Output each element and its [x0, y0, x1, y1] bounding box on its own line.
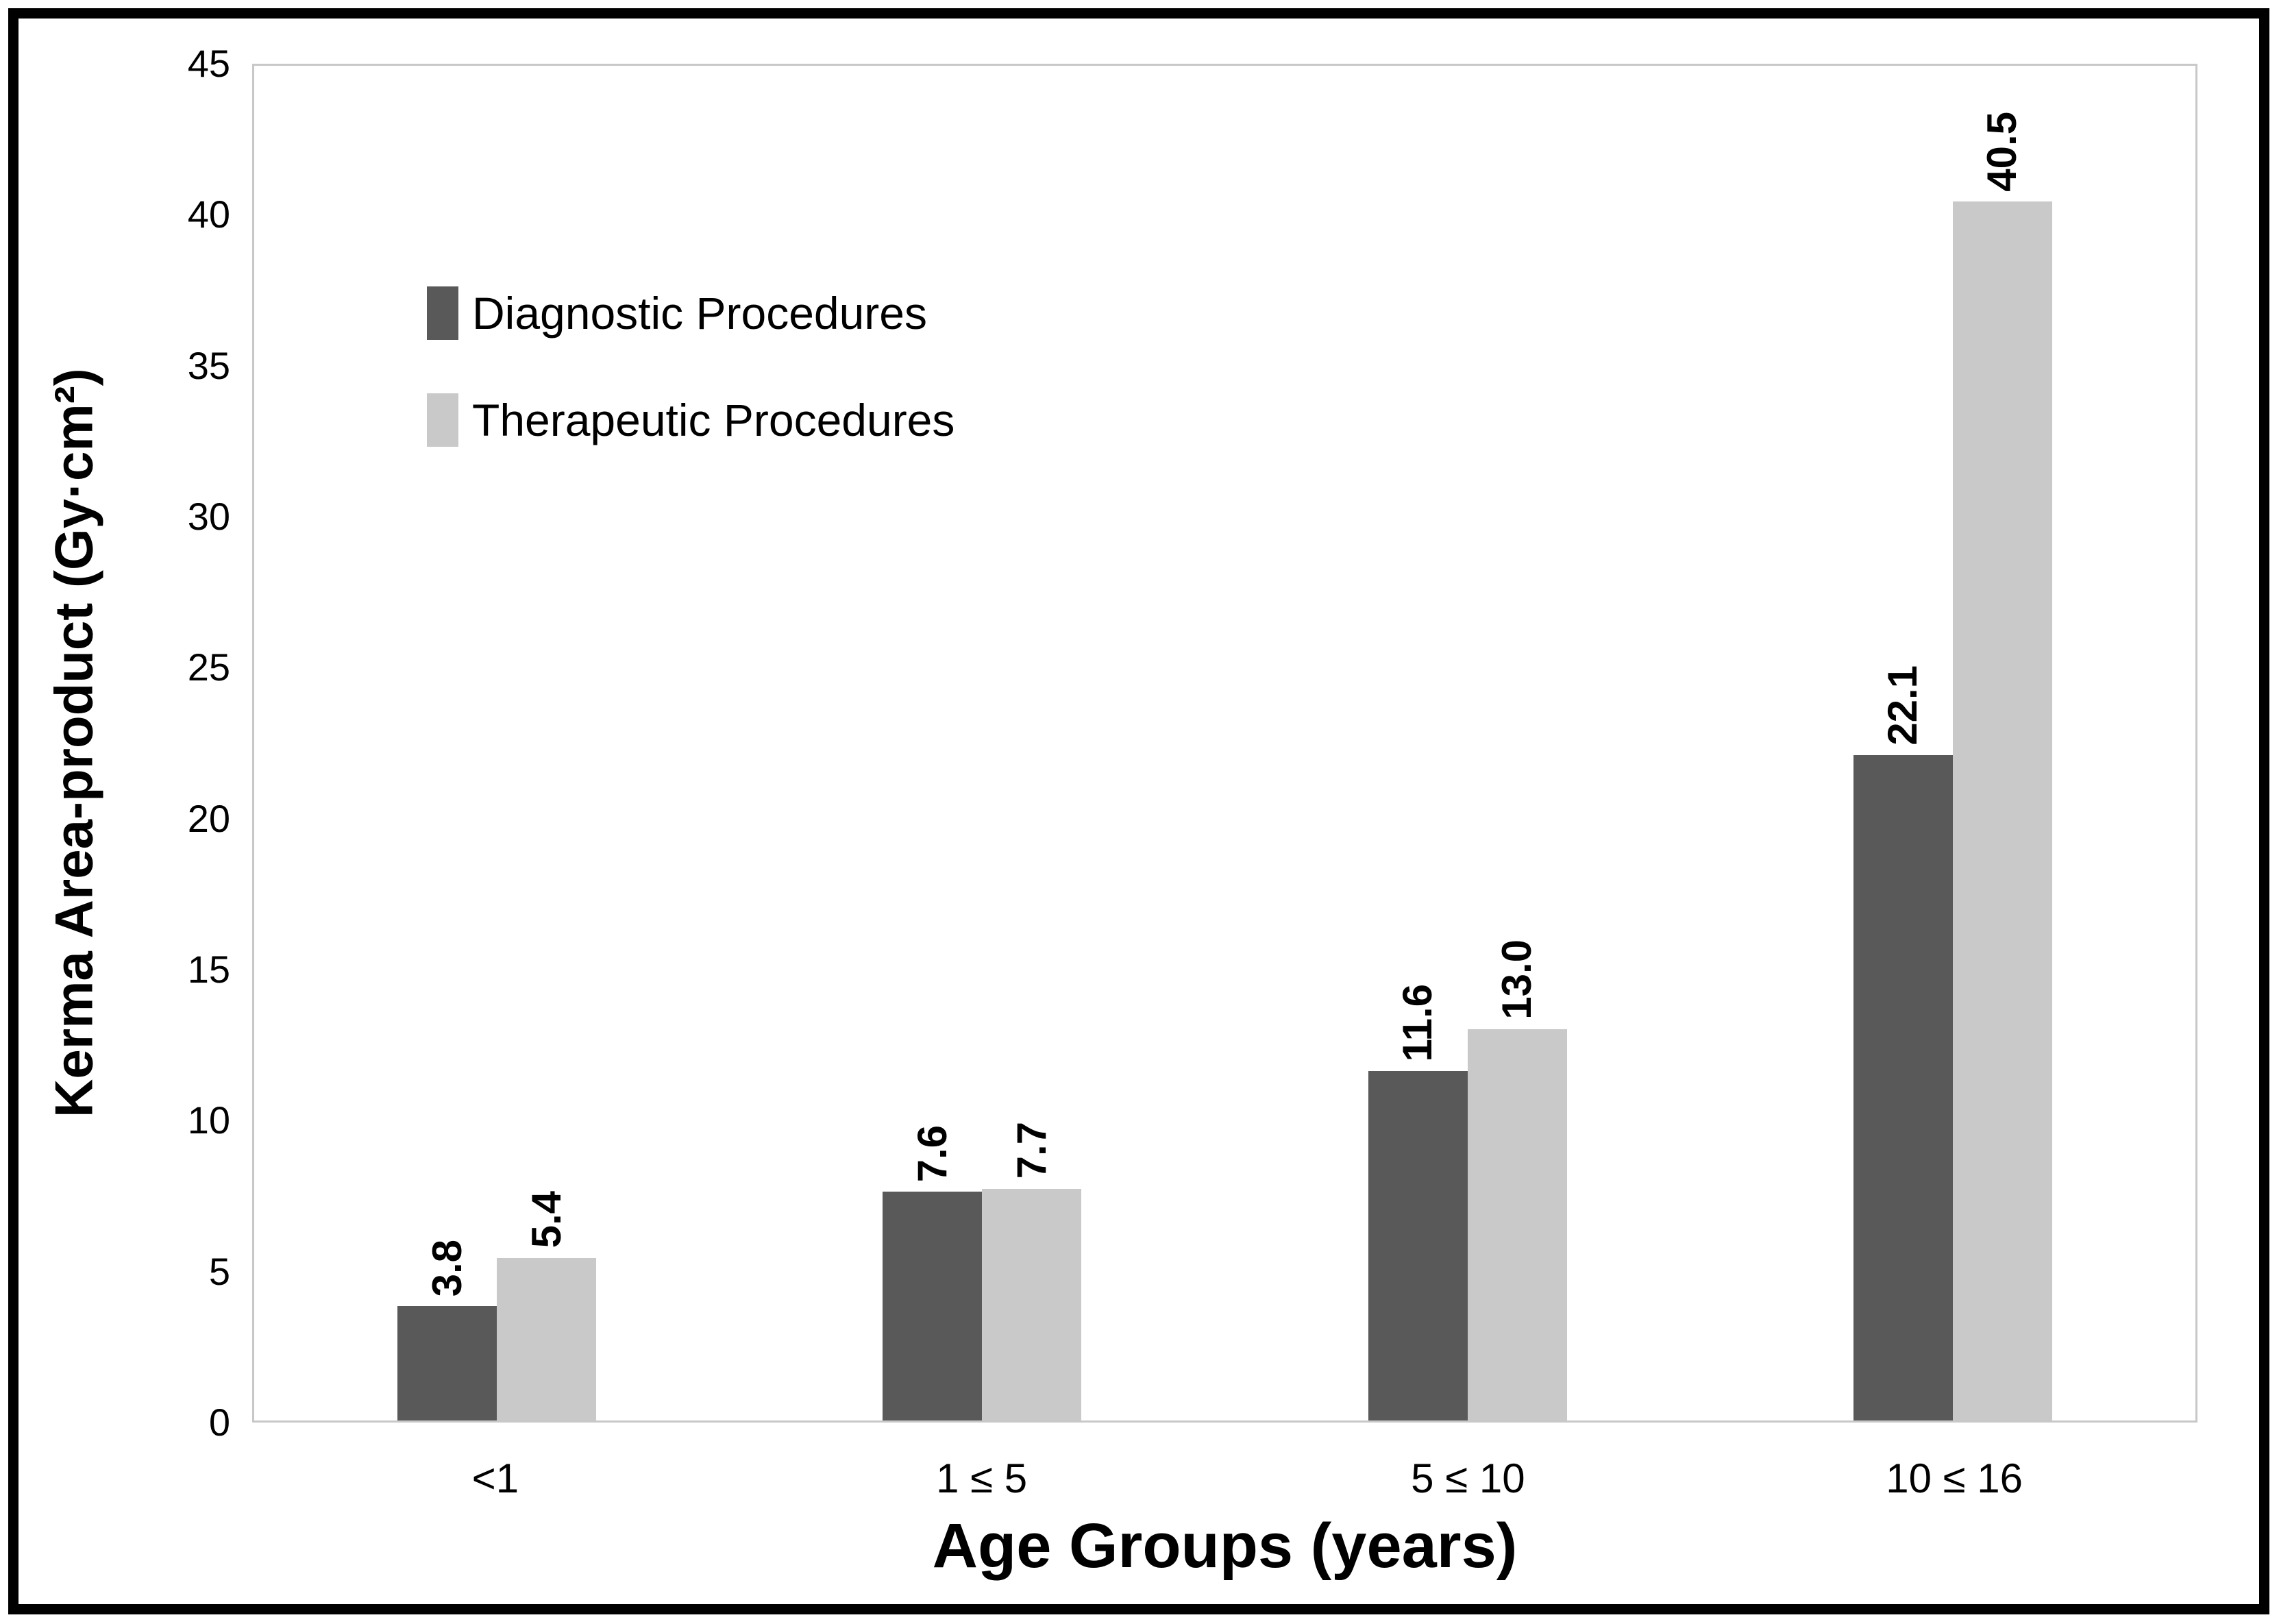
bar — [883, 1192, 983, 1420]
bar-group: 11.6 13.0 — [1225, 66, 1710, 1420]
plot-area: Diagnostic Procedures Therapeutic Procedu… — [252, 64, 2197, 1423]
bar-value-label: 7.6 — [909, 1124, 955, 1183]
bar — [497, 1257, 597, 1420]
y-tick-label: 40 — [187, 193, 230, 236]
outer-frame — [8, 8, 2269, 1614]
bar — [1467, 1029, 1567, 1420]
x-axis-title: Age Groups (years) — [932, 1511, 1518, 1581]
y-axis-ticks: 0 5 10 15 20 25 30 35 40 45 — [0, 45, 230, 1442]
bar-value-label: 5.4 — [523, 1191, 569, 1248]
y-tick-label: 35 — [187, 343, 230, 387]
bar-value-label: 7.7 — [1008, 1122, 1055, 1179]
legend-label: Diagnostic Procedures — [472, 288, 927, 339]
bar-value-label: 11.6 — [1394, 983, 1441, 1062]
bar-group: 7.6 7.7 — [739, 66, 1224, 1420]
legend-item: Diagnostic Procedures — [427, 286, 954, 340]
bar-value-label: 3.8 — [423, 1239, 470, 1297]
x-category-label: 1 ≤ 5 — [936, 1455, 1028, 1501]
y-tick-label: 45 — [187, 42, 230, 85]
x-category-label: 10 ≤ 16 — [1886, 1455, 2023, 1501]
bar — [1853, 755, 1953, 1420]
bar — [982, 1188, 1082, 1420]
bar-group: 3.8 5.4 — [254, 66, 739, 1420]
y-tick-label: 25 — [187, 645, 230, 689]
y-tick-label: 20 — [187, 796, 230, 840]
y-tick-label: 30 — [187, 495, 230, 538]
legend-marker-icon — [427, 286, 458, 340]
bar — [397, 1306, 497, 1420]
bar-value-label: 22.1 — [1880, 665, 1926, 746]
y-tick-label: 15 — [187, 948, 230, 991]
x-category-label: <1 — [471, 1455, 519, 1501]
bar-value-label: 40.5 — [1979, 111, 2025, 192]
legend-label: Therapeutic Procedures — [472, 395, 955, 445]
bar — [1952, 201, 2052, 1420]
y-tick-label: 10 — [187, 1098, 230, 1142]
legend: Diagnostic Procedures Therapeutic Procedu… — [427, 286, 954, 500]
x-axis-labels: <1 1 ≤ 5 5 ≤ 10 10 ≤ 16 — [252, 1423, 2197, 1518]
legend-marker-icon — [427, 393, 458, 447]
legend-item: Therapeutic Procedures — [427, 393, 954, 447]
bar — [1368, 1071, 1468, 1420]
y-tick-label: 0 — [208, 1401, 230, 1444]
bar-value-label: 13.0 — [1494, 939, 1540, 1020]
x-category-label: 5 ≤ 10 — [1411, 1455, 1525, 1501]
y-tick-label: 5 — [208, 1249, 230, 1293]
bar-group: 22.1 40.5 — [1710, 66, 2195, 1420]
bar-groups: 3.8 5.4 7.6 7.7 11.6 13.0 22.1 40.5 — [254, 66, 2195, 1420]
